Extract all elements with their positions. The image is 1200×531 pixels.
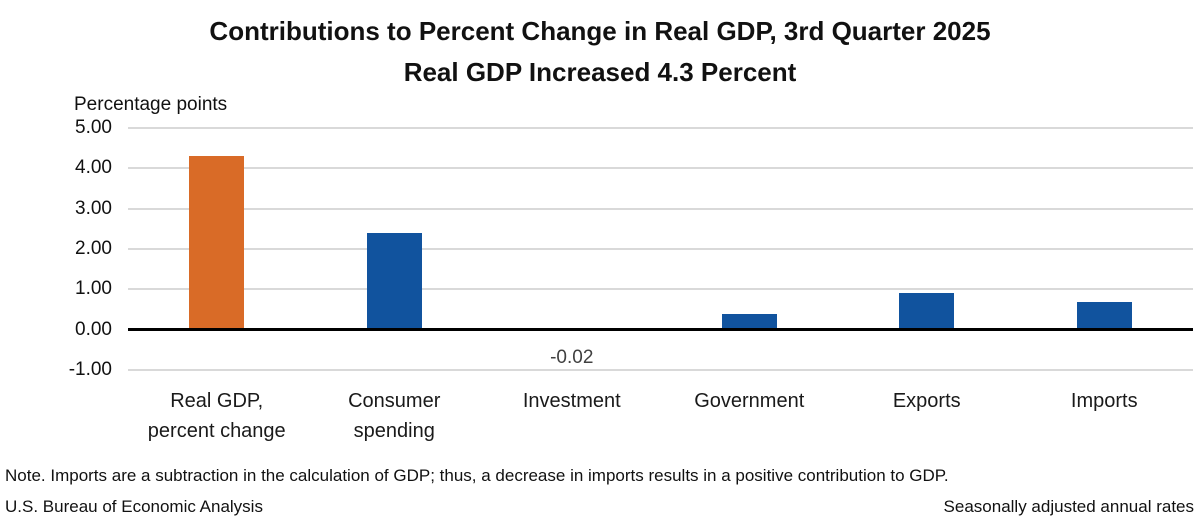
source-attribution: U.S. Bureau of Economic Analysis [5, 497, 263, 516]
gridline [128, 369, 1193, 371]
category-label-line: Government [694, 390, 805, 412]
category-label-investment: Investment [483, 386, 661, 416]
x-axis-category-labels: Real GDP, percent change Consumer spending I… [0, 386, 1200, 450]
y-axis-tick-label: 1.00 [75, 278, 112, 300]
y-axis-tick-label: -1.00 [68, 359, 112, 380]
category-label-line: Real GDP, [170, 390, 264, 412]
gridline [128, 207, 1193, 210]
category-label-line: Investment [522, 390, 621, 412]
gridline [128, 288, 1193, 291]
bar-imports [1076, 302, 1132, 330]
category-label-line: spending [353, 420, 435, 442]
category-label-government: Government [661, 386, 839, 416]
y-axis-tick-label: 2.00 [75, 238, 112, 259]
gridline [128, 167, 1193, 170]
chart-subtitle: Real GDP Increased 4.3 Percent [403, 57, 797, 87]
bar-exports [899, 292, 955, 330]
category-label-line: Imports [1070, 390, 1138, 412]
chart-title: Contributions to Percent Change in Real … [209, 16, 991, 46]
bar-consumer-spending [366, 232, 422, 330]
y-axis-tick-label: 3.00 [75, 197, 112, 219]
category-label-line: Consumer [348, 390, 441, 412]
bar-government [721, 313, 777, 330]
adjustment-note: Seasonally adjusted annual rates [943, 497, 1194, 516]
category-label-line: Exports [892, 390, 961, 412]
category-label-exports: Exports [838, 386, 1016, 416]
footnote: Note. Imports are a subtraction in the c… [5, 466, 949, 485]
bar-real-gdp-percent-change [189, 156, 245, 330]
category-label-line: percent change [147, 420, 286, 442]
plot-area: 5.00 4.00 3.00 2.00 1.00 0.00 -1.00 -0.02 [0, 117, 1200, 380]
y-axis-tick-label: 4.00 [75, 157, 112, 179]
category-label-real-gdp-percent-change: Real GDP, percent change [128, 386, 306, 446]
data-label-investment: -0.02 [550, 346, 594, 368]
x-axis-zero-line [128, 327, 1193, 331]
y-axis-tick-label: 0.00 [75, 318, 112, 340]
gridline [128, 127, 1193, 129]
category-label-consumer-spending: Consumer spending [306, 386, 484, 446]
y-axis-tick-label: 5.00 [75, 117, 112, 138]
gridline [128, 248, 1193, 250]
category-label-imports: Imports [1016, 386, 1194, 416]
y-axis-unit-label: Percentage points [74, 94, 228, 115]
